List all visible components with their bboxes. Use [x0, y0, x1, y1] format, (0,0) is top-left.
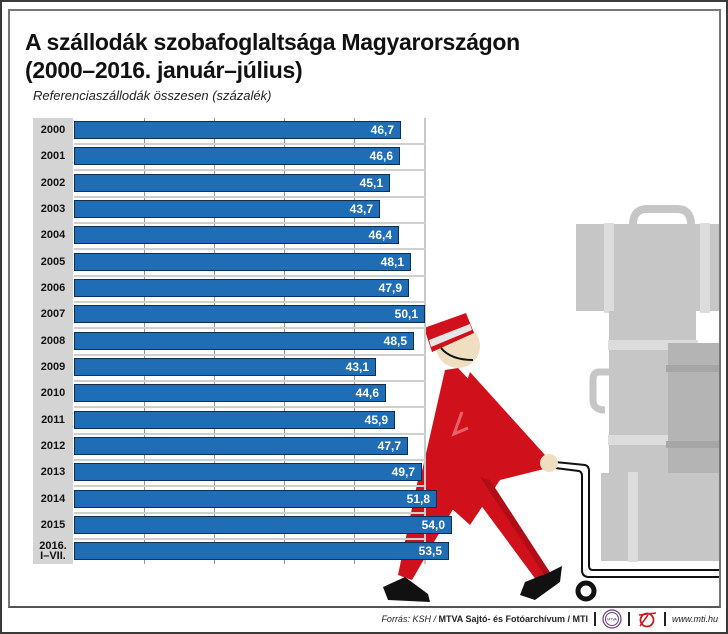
bar-2010: 44,6 — [74, 384, 386, 402]
category-label: 2014 — [40, 493, 66, 505]
chart-subtitle: Referenciaszállodák összesen (százalék) — [33, 88, 272, 103]
divider — [627, 612, 630, 626]
title-line-2: (2000–2016. január–július) — [25, 57, 303, 83]
value-label: 48,5 — [383, 334, 407, 348]
source-text: Forrás: KSH / MTVA Sajtó- és Fotóarchívu… — [381, 614, 588, 624]
category-label: 2005 — [40, 256, 66, 268]
source-org: MTVA Sajtó- és Fotóarchívum / MTI — [438, 614, 588, 624]
category-label: 2013 — [40, 466, 66, 478]
category-label-column — [33, 118, 73, 564]
bar-2006: 47,9 — [74, 279, 409, 297]
bar-2015: 54,0 — [74, 516, 452, 534]
value-label: 53,5 — [418, 544, 442, 558]
bar-2008: 48,5 — [74, 332, 414, 350]
category-label: 2004 — [40, 229, 66, 241]
value-label: 51,8 — [406, 492, 430, 506]
value-label: 45,1 — [359, 176, 383, 190]
category-label: 2006 — [40, 282, 66, 294]
bar-2002: 45,1 — [74, 174, 390, 192]
category-label: 2011 — [41, 414, 65, 426]
value-label: 49,7 — [391, 465, 415, 479]
divider — [593, 612, 596, 626]
bar-2003: 43,7 — [74, 200, 380, 218]
footer: Forrás: KSH / MTVA Sajtó- és Fotóarchívu… — [381, 608, 718, 630]
bar-2001: 46,6 — [74, 147, 400, 165]
category-label-line2: I–VII. — [40, 550, 66, 562]
svg-text:MTVA: MTVA — [607, 618, 617, 622]
category-label: 2001 — [40, 150, 66, 162]
bar-2007: 50,1 — [74, 305, 425, 323]
value-label: 46,6 — [369, 149, 393, 163]
gridline-50 — [424, 118, 426, 564]
bar-2011: 45,9 — [74, 411, 395, 429]
bar-2014: 51,8 — [74, 490, 437, 508]
bar-2000: 46,7 — [74, 121, 401, 139]
bar-2016: 53,5 — [74, 542, 449, 560]
category-label: 2000 — [40, 124, 66, 136]
mtva-logo-icon: MTVA — [602, 609, 622, 629]
trolley-icon — [554, 461, 719, 602]
bar-2004: 46,4 — [74, 226, 399, 244]
value-label: 45,9 — [364, 413, 388, 427]
value-label: 50,1 — [394, 307, 418, 321]
category-label: 2007 — [40, 308, 66, 320]
category-label-2016: 2016. I–VII. — [33, 540, 73, 562]
luggage-icon — [576, 205, 719, 562]
bar-2005: 48,1 — [74, 253, 411, 271]
category-label: 2012 — [40, 440, 66, 452]
category-label-line1: 2016. — [39, 540, 67, 552]
value-label: 43,1 — [345, 360, 369, 374]
category-label: 2003 — [40, 203, 66, 215]
value-label: 44,6 — [355, 386, 379, 400]
bar-2013: 49,7 — [74, 463, 422, 481]
category-label: 2015 — [40, 519, 66, 531]
category-label: 2002 — [40, 177, 66, 189]
category-label: 2008 — [40, 335, 66, 347]
website-link[interactable]: www.mti.hu — [671, 614, 718, 624]
value-label: 47,9 — [378, 281, 402, 295]
value-label: 46,7 — [370, 123, 394, 137]
mti-logo-icon — [638, 612, 657, 628]
value-label: 47,7 — [377, 439, 401, 453]
divider — [663, 612, 666, 626]
title-line-1: A szállodák szobafoglaltsága Magyarorszá… — [25, 29, 520, 55]
source-prefix: Forrás: KSH / — [381, 614, 436, 624]
bar-2012: 47,7 — [74, 437, 408, 455]
value-label: 54,0 — [421, 518, 445, 532]
value-label: 48,1 — [380, 255, 404, 269]
value-label: 43,7 — [349, 202, 373, 216]
category-label: 2009 — [40, 361, 66, 373]
bar-2009: 43,1 — [74, 358, 376, 376]
category-label: 2010 — [40, 387, 66, 399]
chart-title: A szállodák szobafoglaltsága Magyarorszá… — [25, 28, 520, 84]
value-label: 46,4 — [368, 228, 392, 242]
